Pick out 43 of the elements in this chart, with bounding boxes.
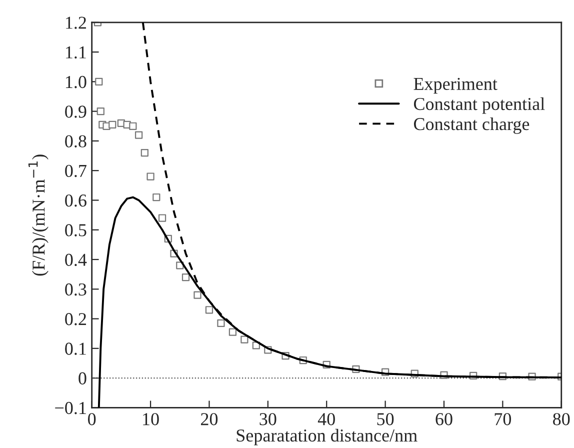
x-tick-label: 0	[88, 413, 96, 426]
point	[158, 214, 166, 222]
y-tick-label: −0.1	[55, 402, 86, 414]
y-axis-title: (F/R)/(mN·m$^{−1}$)	[28, 154, 48, 276]
x-tick-label: 10	[143, 413, 159, 426]
y-tick-label: 1.0	[66, 76, 86, 88]
point	[108, 120, 116, 128]
legend-label: Constant charge	[414, 117, 530, 134]
legend-label: Experiment	[414, 78, 498, 94]
x-tick-label: 50	[377, 413, 394, 426]
y-tick-label: 0.9	[65, 106, 86, 118]
x-tick-label: 60	[436, 413, 452, 426]
y-tick-label: 0.8	[65, 135, 86, 148]
y-tick-label: 0.1	[65, 342, 86, 355]
y-tick-label: 0.2	[65, 313, 86, 326]
x-tick-label: 30	[260, 413, 276, 426]
x-tick-label: 70	[494, 413, 512, 426]
x-tick-label: 40	[318, 413, 335, 426]
y-tick-label: 0.6	[65, 194, 86, 207]
y-tick-label: 1.1	[66, 46, 86, 59]
point	[129, 122, 137, 130]
y-tick-label: 0.7	[65, 164, 86, 178]
point	[240, 336, 248, 344]
point	[96, 108, 104, 116]
y-tick-label: 0.4	[65, 254, 87, 266]
point	[205, 306, 214, 314]
point	[152, 193, 160, 202]
x-axis-title: Separatation distance/nm	[236, 428, 418, 446]
y-tick-label: 0.3	[65, 283, 86, 296]
point	[228, 328, 237, 336]
x-tick-label: 20	[200, 413, 218, 426]
legend-label: Constant potential	[414, 97, 545, 114]
point	[95, 78, 103, 86]
y-tick-label: 1.2	[66, 16, 86, 29]
point	[146, 172, 154, 180]
y-tick-label: 0.5	[65, 224, 86, 236]
x-tick-label: 80	[553, 413, 570, 426]
point	[140, 148, 148, 157]
point	[182, 273, 190, 282]
point	[134, 131, 143, 139]
y-tick-label: 0	[78, 372, 86, 384]
point	[217, 319, 225, 328]
point	[194, 291, 202, 299]
